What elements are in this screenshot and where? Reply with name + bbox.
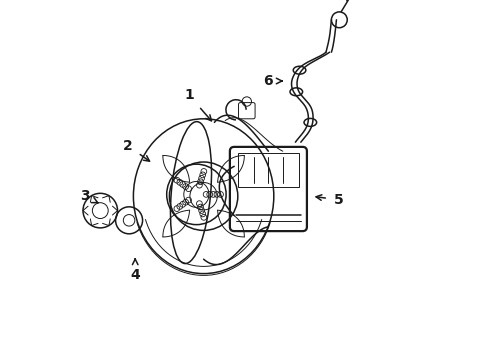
Text: 5: 5: [316, 193, 343, 207]
Text: 3: 3: [80, 189, 98, 203]
Text: 2: 2: [123, 139, 149, 161]
Text: 1: 1: [184, 89, 212, 121]
Text: 6: 6: [264, 74, 282, 88]
Text: 4: 4: [130, 259, 140, 282]
